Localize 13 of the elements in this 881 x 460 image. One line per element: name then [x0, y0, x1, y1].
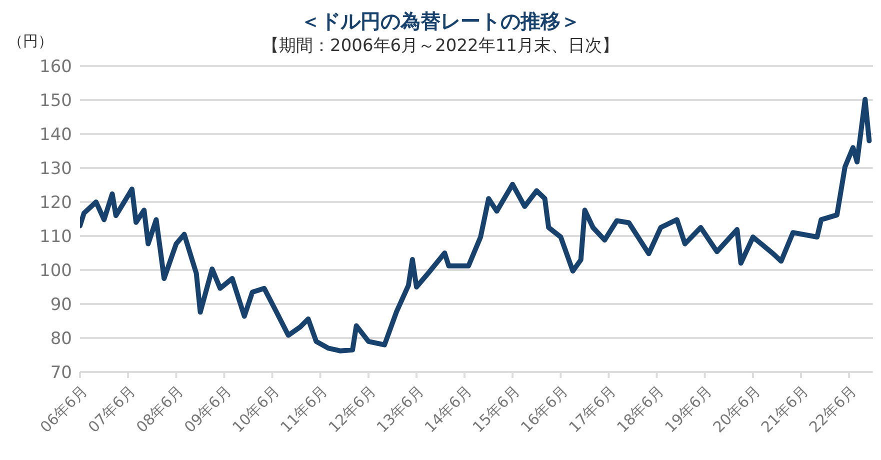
chart-subtitle: 【期間：2006年6月～2022年11月末、日次】: [262, 36, 619, 56]
y-axis-title: （円）: [8, 32, 53, 51]
y-tick-label: 100: [40, 261, 72, 282]
y-tick-label: 70: [50, 363, 72, 384]
y-tick-label: 90: [50, 295, 72, 316]
y-tick-label: 80: [50, 329, 72, 350]
y-tick-label: 150: [40, 91, 72, 112]
chart-title: ＜ドル円の為替レートの推移＞: [300, 9, 580, 33]
y-tick-label: 130: [40, 159, 72, 180]
y-tick-label: 140: [40, 125, 72, 146]
y-tick-label: 120: [40, 193, 72, 214]
y-tick-label: 160: [40, 57, 72, 78]
y-tick-label: 110: [40, 227, 72, 248]
